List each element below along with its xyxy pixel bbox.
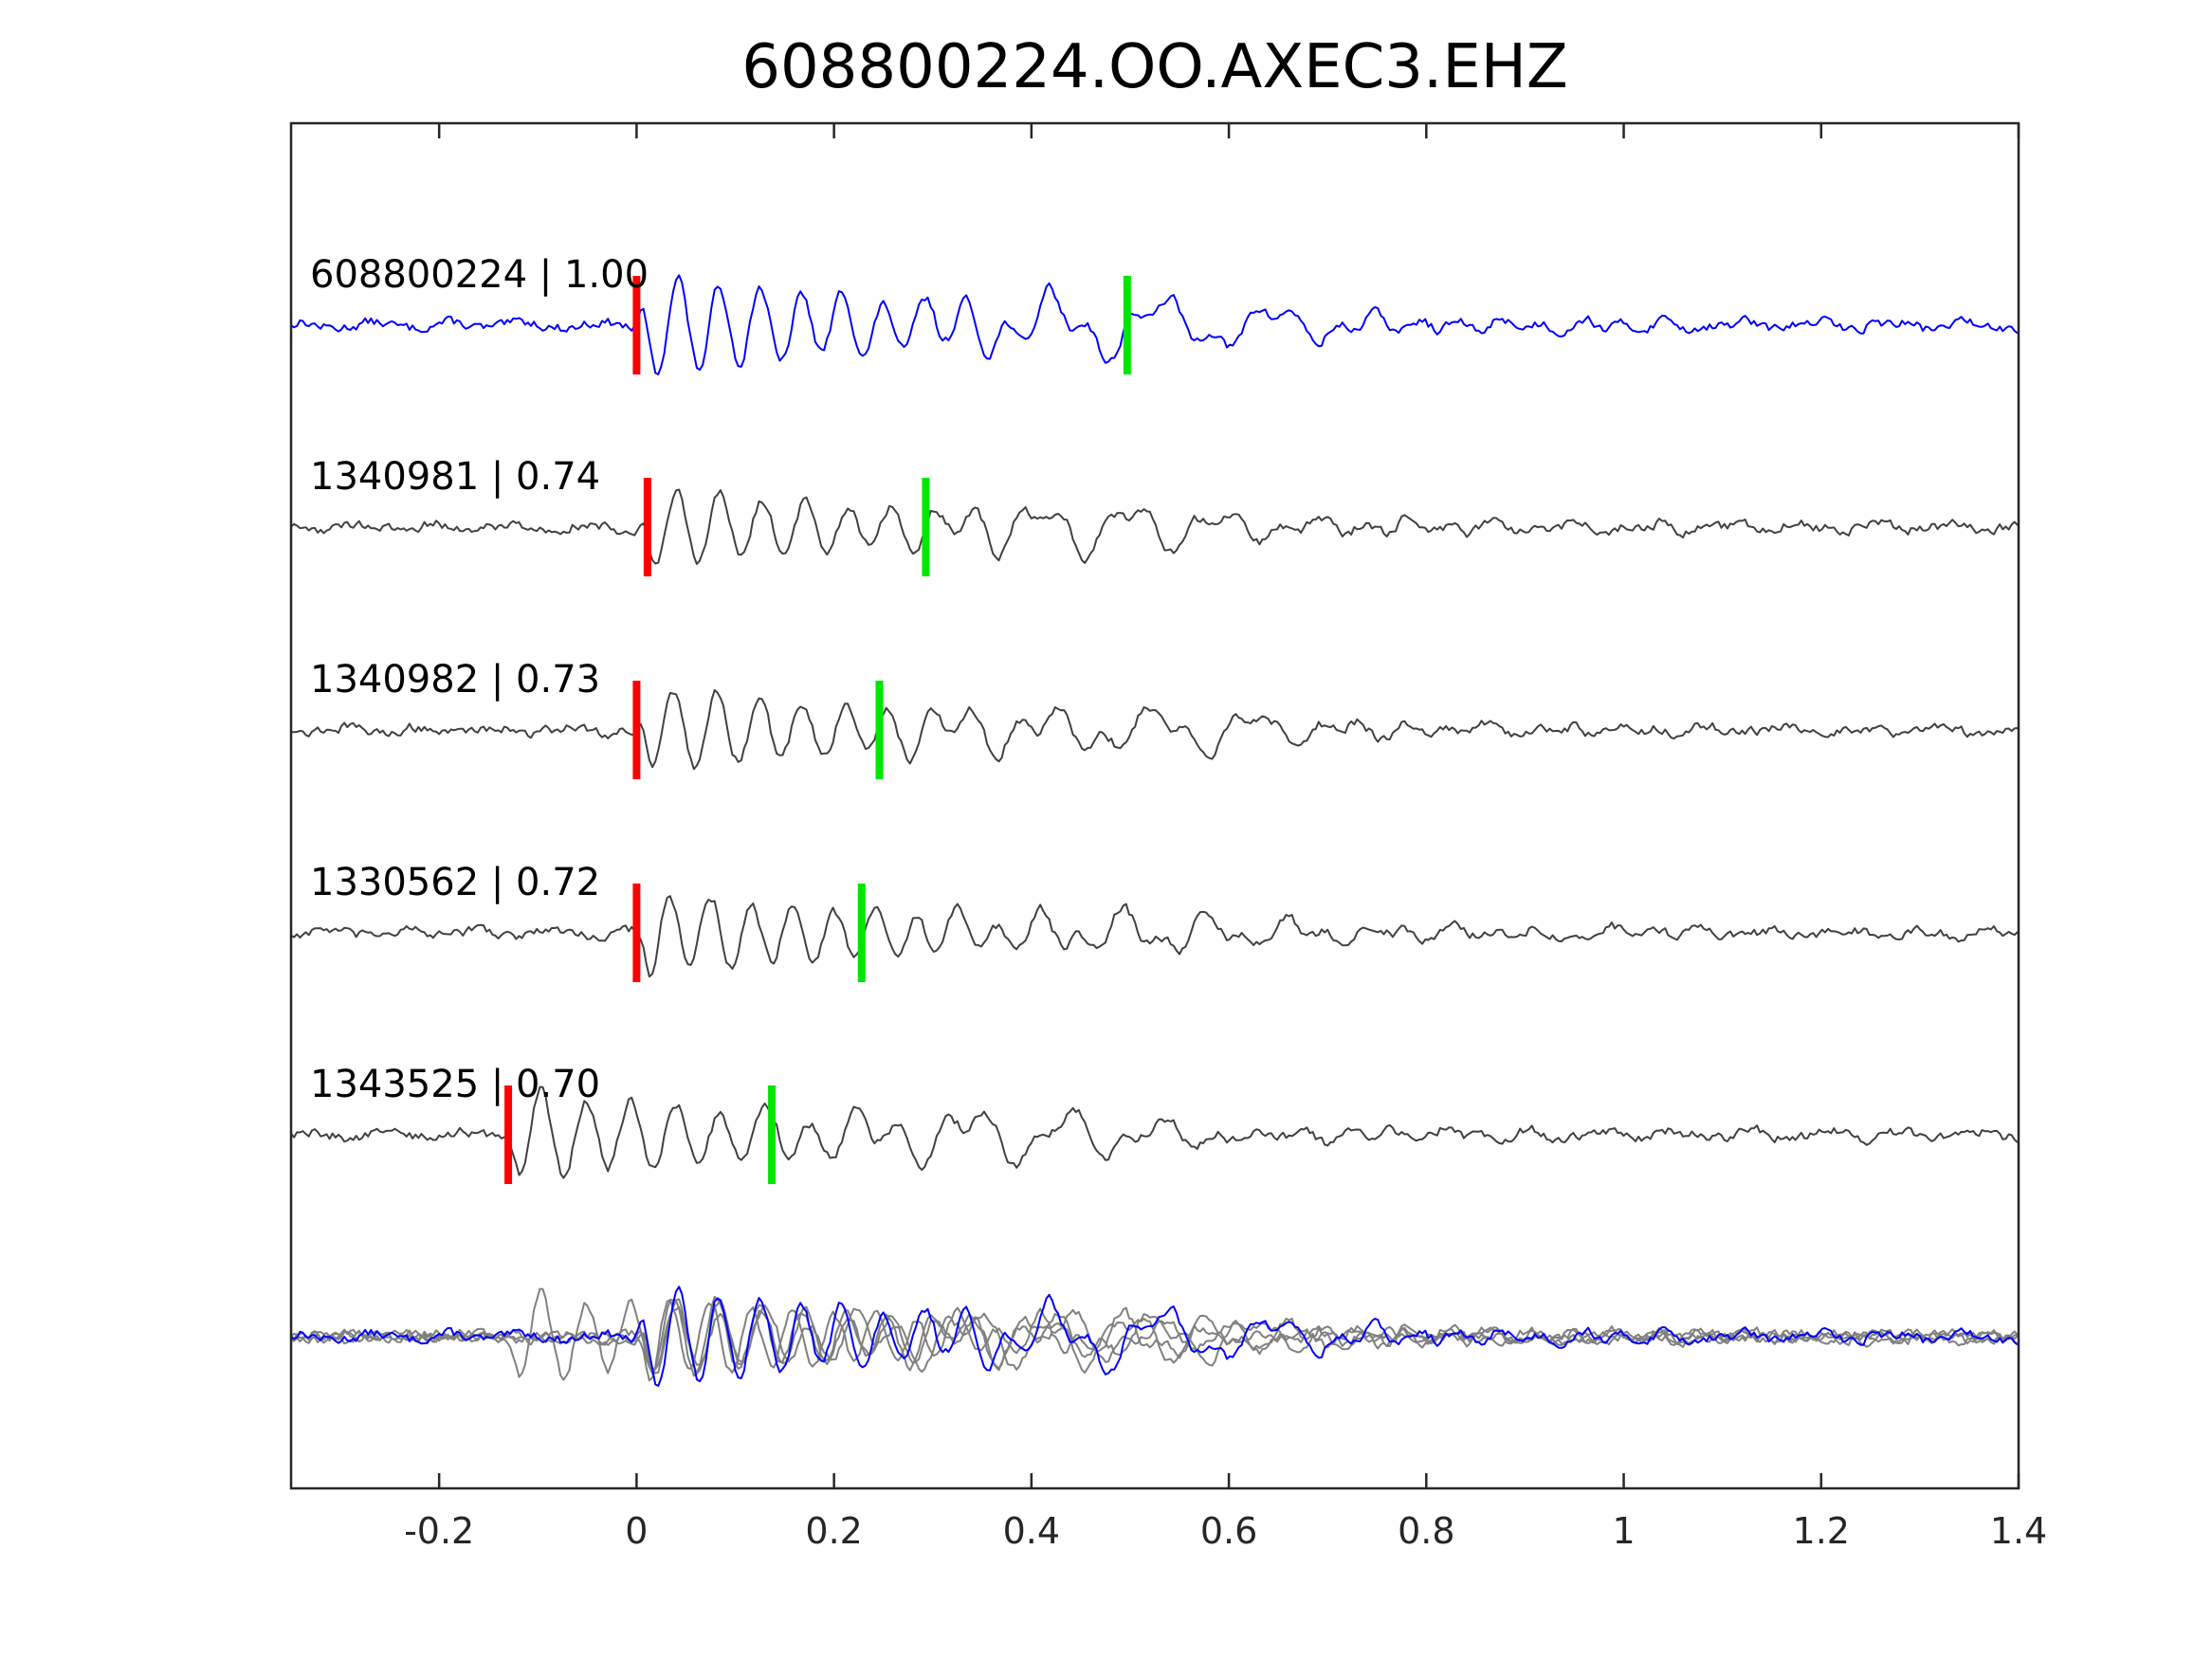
x-tick-label: 0.6 [1200,1510,1257,1552]
x-tick-label: 1.2 [1793,1510,1850,1552]
trace-line-1343525 [290,1085,2019,1179]
trace-labels: 608800224 | 1.00 1340981 | 0.74 1340982 | … [310,253,649,1106]
traces-layer [290,274,2019,1387]
trace-label-1343525: 1343525 | 0.70 [310,1063,600,1106]
trace-label-608800224: 608800224 | 1.00 [310,253,649,297]
trace-label-1340981: 1340981 | 0.74 [310,455,600,499]
x-tick-label: 1 [1612,1510,1635,1552]
trace-line-1340981 [290,488,2019,565]
trace-label-1330562: 1330562 | 0.72 [310,861,600,904]
trace-label-1340982: 1340982 | 0.73 [310,658,600,702]
x-tick-label: -0.2 [404,1510,474,1552]
x-tick-label: 0 [625,1510,648,1552]
plot-area: 608800224 | 1.00 1340981 | 0.74 1340982 | … [290,253,2019,1387]
x-tick-label: 0.8 [1398,1510,1454,1552]
chart-title: 608800224.OO.AXEC3.EHZ [741,32,1568,102]
stack-line-608800224 [290,1285,2019,1387]
axes-box [289,121,2020,1490]
trace-line-608800224 [290,274,2019,375]
x-tick-label: 1.4 [1990,1510,2047,1552]
trace-line-1330562 [290,895,2019,978]
picks-layer [504,276,1131,1184]
trace-line-1340982 [291,688,2019,771]
x-tick-label: 0.4 [1003,1510,1060,1552]
x-tick-label: 0.2 [805,1510,862,1552]
x-axis: -0.2 0 0.2 0.4 0.6 0.8 1 1.2 1.4 [404,123,2047,1552]
